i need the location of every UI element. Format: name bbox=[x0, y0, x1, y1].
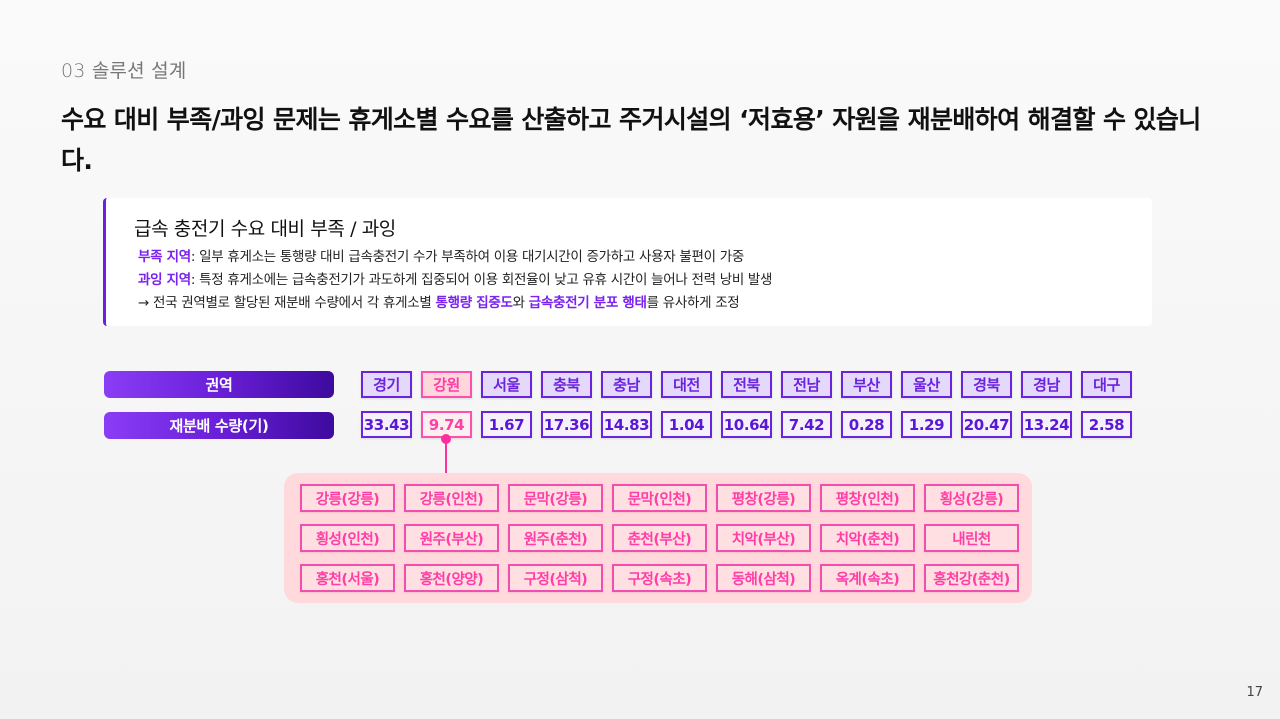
service-area-chip: 동해(삼척) bbox=[716, 564, 811, 592]
value-cell: 33.43 bbox=[361, 411, 412, 438]
conclusion-prefix: → 전국 권역별로 할당된 재분배 수량에서 각 휴게소별 bbox=[138, 295, 436, 311]
service-area-chip: 춘천(부산) bbox=[612, 524, 707, 552]
connector-dot bbox=[441, 434, 451, 444]
shortage-label: 부족 지역 bbox=[138, 249, 191, 265]
value-header: 재분배 수량(기) bbox=[104, 412, 334, 439]
region-cell: 전남 bbox=[781, 371, 832, 398]
value-cell: 20.47 bbox=[961, 411, 1012, 438]
region-cell: 경북 bbox=[961, 371, 1012, 398]
service-area-chip: 홍천(양양) bbox=[404, 564, 499, 592]
value-cell: 14.83 bbox=[601, 411, 652, 438]
service-area-chip: 문막(인천) bbox=[612, 484, 707, 512]
service-area-grid: 강릉(강릉) 강릉(인천) 문막(강릉) 문막(인천) 평창(강릉) 평창(인천) 횡성(강… bbox=[300, 484, 1032, 592]
region-cell: 대전 bbox=[661, 371, 712, 398]
region-cell: 울산 bbox=[901, 371, 952, 398]
conclusion-line: → 전국 권역별로 할당된 재분배 수량에서 각 휴게소별 통행량 집중도와 급… bbox=[134, 292, 1152, 315]
page-number: 17 bbox=[1246, 685, 1263, 700]
service-area-chip: 치악(춘천) bbox=[820, 524, 915, 552]
service-area-chip: 홍천(서울) bbox=[300, 564, 395, 592]
surplus-label: 과잉 지역 bbox=[138, 272, 191, 288]
conclusion-highlight-2: 급속충전기 분포 행태 bbox=[528, 295, 647, 311]
service-area-chip: 원주(부산) bbox=[404, 524, 499, 552]
service-area-chip: 치악(부산) bbox=[716, 524, 811, 552]
service-area-chip: 홍천강(춘천) bbox=[924, 564, 1019, 592]
value-cell: 17.36 bbox=[541, 411, 592, 438]
service-area-chip: 구정(삼척) bbox=[508, 564, 603, 592]
page-title: 수요 대비 부족/과잉 문제는 휴게소별 수요를 산출하고 주거시설의 ‘저효용… bbox=[61, 105, 1201, 175]
shortage-text: : 일부 휴게소는 통행량 대비 급속충전기 수가 부족하여 이용 대기시간이 … bbox=[190, 249, 744, 265]
connector-line bbox=[445, 440, 447, 473]
value-cell: 7.42 bbox=[781, 411, 832, 438]
value-cell: 13.24 bbox=[1021, 411, 1072, 438]
service-area-chip: 횡성(인천) bbox=[300, 524, 395, 552]
value-cell: 1.29 bbox=[901, 411, 952, 438]
value-cell: 1.04 bbox=[661, 411, 712, 438]
service-area-chip: 문막(강릉) bbox=[508, 484, 603, 512]
region-cell: 부산 bbox=[841, 371, 892, 398]
conclusion-suffix: 를 유사하게 조정 bbox=[646, 295, 740, 311]
value-cell: 1.67 bbox=[481, 411, 532, 438]
service-area-chip: 옥계(속초) bbox=[820, 564, 915, 592]
surplus-text: : 특정 휴게소에는 급속충전기가 과도하게 집중되어 이용 회전율이 낮고 유… bbox=[190, 272, 773, 288]
region-row: 경기 강원 서울 충북 충남 대전 전북 전남 부산 울산 경북 경남 대구 bbox=[361, 371, 1132, 398]
callout-title: 급속 충전기 수요 대비 부족 / 과잉 bbox=[134, 218, 396, 240]
region-cell: 전북 bbox=[721, 371, 772, 398]
service-area-chip: 평창(강릉) bbox=[716, 484, 811, 512]
region-header: 권역 bbox=[104, 371, 334, 398]
service-area-chip: 구정(속초) bbox=[612, 564, 707, 592]
region-cell: 경기 bbox=[361, 371, 412, 398]
region-cell: 충북 bbox=[541, 371, 592, 398]
surplus-line: 과잉 지역: 특정 휴게소에는 급속충전기가 과도하게 집중되어 이용 회전율이… bbox=[134, 269, 1152, 292]
region-cell: 충남 bbox=[601, 371, 652, 398]
shortage-line: 부족 지역: 일부 휴게소는 통행량 대비 급속충전기 수가 부족하여 이용 대… bbox=[134, 246, 1152, 269]
region-cell: 서울 bbox=[481, 371, 532, 398]
callout-box: 급속 충전기 수요 대비 부족 / 과잉 부족 지역: 일부 휴게소는 통행량 … bbox=[103, 198, 1152, 326]
service-area-panel: 강릉(강릉) 강릉(인천) 문막(강릉) 문막(인천) 평창(강릉) 평창(인천) 횡성(강… bbox=[284, 473, 1032, 603]
value-cell: 10.64 bbox=[721, 411, 772, 438]
service-area-chip: 강릉(인천) bbox=[404, 484, 499, 512]
region-cell: 강원 bbox=[421, 371, 472, 398]
conclusion-mid: 와 bbox=[512, 295, 529, 311]
service-area-chip: 평창(인천) bbox=[820, 484, 915, 512]
region-cell: 대구 bbox=[1081, 371, 1132, 398]
region-cell: 경남 bbox=[1021, 371, 1072, 398]
section-label: 03 솔루션 설계 bbox=[61, 60, 187, 82]
service-area-chip: 강릉(강릉) bbox=[300, 484, 395, 512]
value-cell: 9.74 bbox=[421, 411, 472, 438]
service-area-chip: 내린천 bbox=[924, 524, 1019, 552]
conclusion-highlight-1: 통행량 집중도 bbox=[435, 295, 513, 311]
value-cell: 0.28 bbox=[841, 411, 892, 438]
service-area-chip: 횡성(강릉) bbox=[924, 484, 1019, 512]
value-row: 33.43 9.74 1.67 17.36 14.83 1.04 10.64 7.42 0.28… bbox=[361, 411, 1132, 438]
value-cell: 2.58 bbox=[1081, 411, 1132, 438]
service-area-chip: 원주(춘천) bbox=[508, 524, 603, 552]
